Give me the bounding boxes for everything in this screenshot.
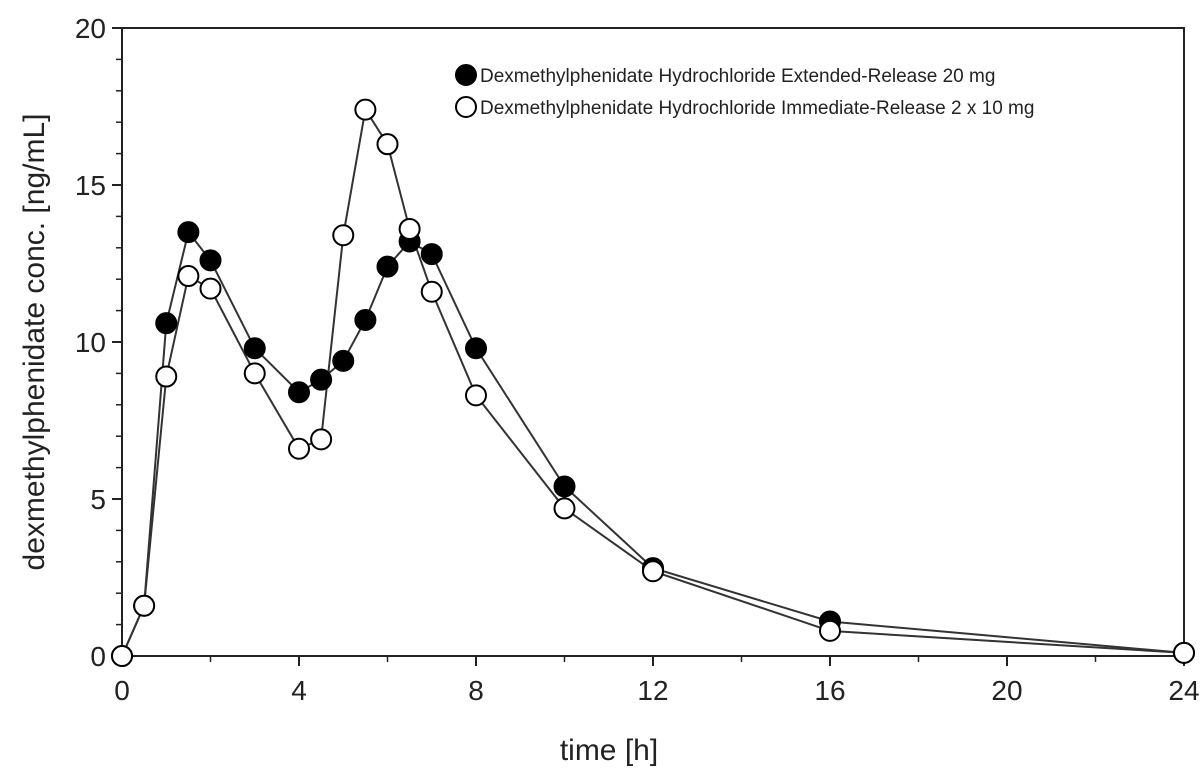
x-tick-label: 4 xyxy=(291,675,307,706)
series-line-0 xyxy=(121,229,1185,657)
x-tick-label: 16 xyxy=(814,675,845,706)
data-point-series-1 xyxy=(133,594,156,617)
y-tick-label: 10 xyxy=(75,327,106,358)
data-point-series-1 xyxy=(642,560,664,583)
x-tick-label: 0 xyxy=(114,675,130,706)
y-tick-label: 5 xyxy=(90,484,106,515)
data-point-series-1 xyxy=(376,133,399,156)
data-point-series-1 xyxy=(243,362,266,385)
x-tick-label: 8 xyxy=(468,675,484,706)
y-tick-label: 20 xyxy=(75,13,106,44)
data-point-series-1 xyxy=(420,280,443,303)
data-point-series-1 xyxy=(553,497,576,520)
data-point-series-1 xyxy=(398,217,421,240)
data-point-series-0 xyxy=(553,475,576,498)
data-point-series-0 xyxy=(420,243,443,266)
legend-marker-1 xyxy=(455,96,477,118)
data-point-series-0 xyxy=(177,221,200,244)
y-tick-label: 0 xyxy=(90,641,106,672)
data-point-series-1 xyxy=(288,437,310,460)
data-point-series-1 xyxy=(199,277,222,300)
data-point-series-1 xyxy=(177,265,200,288)
legend-label-0: Dexmethylphenidate Hydrochloride Extende… xyxy=(480,66,995,87)
data-point-series-0 xyxy=(465,337,487,360)
x-axis-label: time [h] xyxy=(560,734,658,767)
data-point-series-0 xyxy=(288,381,310,404)
legend: Dexmethylphenidate Hydrochloride Extende… xyxy=(455,64,1034,119)
legend-label-1: Dexmethylphenidate Hydrochloride Immedia… xyxy=(480,98,1034,119)
data-point-series-1 xyxy=(111,645,133,667)
y-axis-label: dexmethylphenidate conc. [ng/mL] xyxy=(18,114,51,571)
data-point-series-0 xyxy=(332,349,355,372)
legend-marker-0 xyxy=(455,64,477,86)
x-tick-label: 20 xyxy=(991,675,1022,706)
data-point-series-1 xyxy=(819,619,841,642)
y-tick-label: 15 xyxy=(75,170,106,201)
data-point-series-1 xyxy=(310,428,333,451)
data-point-series-0 xyxy=(376,255,399,278)
data-point-series-0 xyxy=(199,249,222,272)
data-point-series-1 xyxy=(332,224,355,247)
series-line-1 xyxy=(121,106,1185,657)
data-point-series-1 xyxy=(354,98,377,121)
data-point-series-1 xyxy=(465,384,487,407)
series-layer xyxy=(111,98,1195,667)
data-point-series-0 xyxy=(354,309,377,332)
x-tick-label: 12 xyxy=(637,675,668,706)
data-point-series-0 xyxy=(155,312,178,335)
x-tick-label: 24 xyxy=(1168,675,1199,706)
data-point-series-0 xyxy=(310,368,333,391)
ticks-layer: 0 4 8 12 16 20 24 0 5 10 15 20 xyxy=(75,13,1200,706)
data-point-series-1 xyxy=(1173,641,1195,664)
data-point-series-1 xyxy=(155,365,178,388)
data-point-series-0 xyxy=(243,337,266,360)
